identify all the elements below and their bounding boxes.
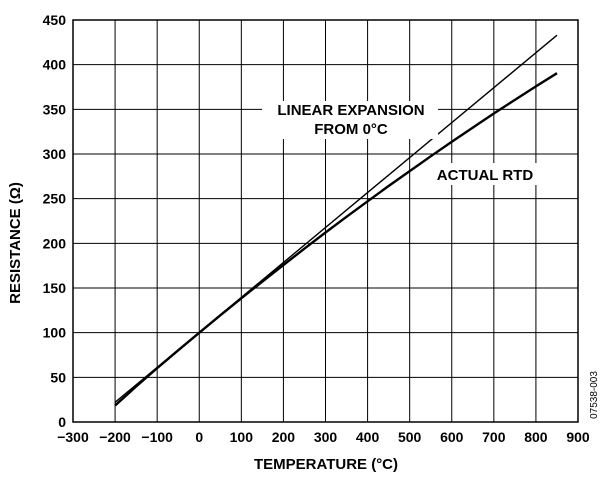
series-layer <box>114 34 558 407</box>
x-tick-label: −100 <box>141 429 173 445</box>
annotation-background <box>262 101 438 139</box>
x-tick-label: 900 <box>566 429 590 445</box>
x-tick-label: −200 <box>99 429 131 445</box>
x-tick-label: −300 <box>57 429 89 445</box>
annotation-actual-rtd: ACTUAL RTD <box>437 167 534 184</box>
y-tick-label: 250 <box>43 191 67 207</box>
annotation-background <box>426 163 544 185</box>
figure-id: 07538-003 <box>589 371 600 419</box>
x-tick-label: 800 <box>524 429 548 445</box>
x-tick-label: 600 <box>440 429 464 445</box>
y-tick-label: 300 <box>43 146 67 162</box>
y-tick-label: 150 <box>43 280 67 296</box>
y-tick-label: 50 <box>50 369 66 385</box>
y-tick-label: 100 <box>43 325 67 341</box>
y-tick-label: 350 <box>43 101 67 117</box>
x-axis-title: TEMPERATURE (°C) <box>254 456 398 473</box>
x-axis-tick-labels: −300 −200 −100 0 100 200 300 400 500 600 700 800 900 <box>57 429 590 445</box>
x-tick-label: 700 <box>482 429 506 445</box>
annotation-linear-expansion-line1: LINEAR EXPANSION <box>277 102 424 119</box>
y-axis-tick-labels: 0 50 100 150 200 250 300 350 400 450 <box>43 12 67 430</box>
x-tick-label: 100 <box>230 429 254 445</box>
y-tick-label: 400 <box>43 57 67 73</box>
series-line-actual-rtd <box>114 72 558 407</box>
x-tick-label: 300 <box>314 429 338 445</box>
plot-area <box>72 19 579 423</box>
x-tick-label: 0 <box>195 429 203 445</box>
x-tick-label: 500 <box>398 429 422 445</box>
y-tick-label: 200 <box>43 235 67 251</box>
annotation-linear-expansion-line2: FROM 0°C <box>314 121 388 138</box>
y-axis-title: RESISTANCE (Ω) <box>7 182 24 304</box>
y-tick-label: 0 <box>58 414 66 430</box>
x-tick-label: 200 <box>272 429 296 445</box>
y-tick-label: 450 <box>43 12 67 28</box>
x-tick-label: 400 <box>356 429 380 445</box>
